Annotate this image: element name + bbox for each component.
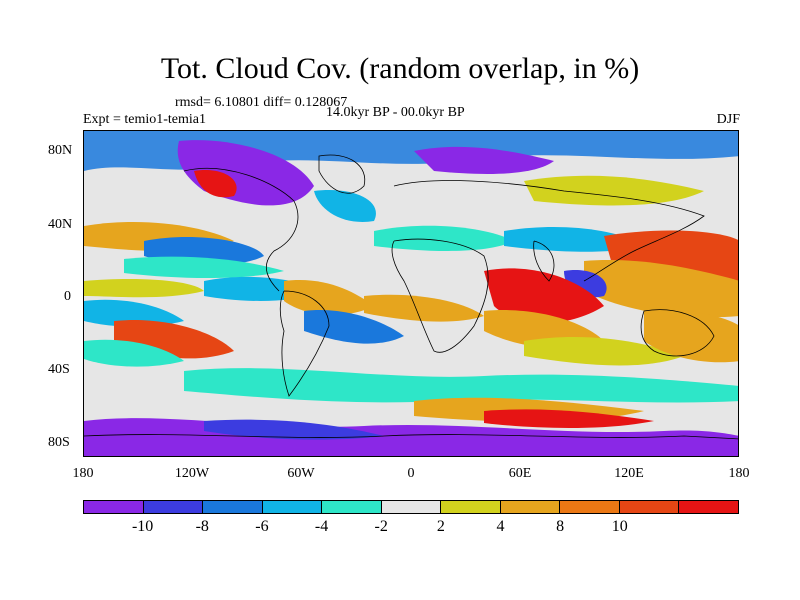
eurasia-coast (393, 180, 705, 282)
colorbar-label: -10 (131, 518, 154, 535)
coastlines (84, 154, 738, 440)
greenland-coast (318, 154, 366, 194)
experiment-label: Expt = temio1-temia1 (83, 112, 206, 127)
south-america-coast (279, 290, 330, 397)
lat-label-80n: 80N (48, 143, 73, 158)
colorbar-segment (619, 501, 680, 513)
npac-cyan (124, 256, 284, 278)
spac-blue (304, 310, 404, 344)
colorbar-label: -8 (195, 518, 209, 535)
colorbar (83, 500, 739, 514)
colorbar-segment (679, 501, 739, 513)
africa-indian-red (484, 268, 604, 323)
lon-label-120e: 120E (614, 466, 644, 481)
lat-label-80s: 80S (48, 435, 70, 450)
stats-text: rmsd= 6.10801 diff= 0.128067 (175, 95, 348, 110)
colorbar-segment (381, 501, 442, 513)
samerica-orange (284, 280, 374, 316)
so-blue-band (204, 419, 384, 440)
lon-label-120w: 120W (174, 466, 210, 481)
spac-cyan (84, 339, 184, 367)
lon-label-0: 0 (407, 466, 415, 481)
colorbar-segment (143, 501, 204, 513)
colorbar-segment (84, 501, 144, 513)
australia-coast (640, 309, 715, 357)
lat-label-40s: 40S (48, 362, 70, 377)
lon-label-180w: 180 (72, 466, 94, 481)
colorbar-segment (203, 501, 263, 513)
colorbar-label: 10 (611, 518, 628, 535)
siberia-orange (524, 175, 704, 206)
east-pac-blue (84, 299, 184, 327)
indian-subcontinent (533, 240, 555, 282)
north-america-coast (183, 167, 299, 292)
period-label: 14.0kyr BP - 00.0kyr BP (326, 105, 465, 120)
eq-yellow-band (84, 279, 204, 298)
colorbar-label: 8 (556, 518, 565, 535)
anomaly-field (84, 131, 738, 456)
atl-cyan (374, 225, 514, 251)
colorbar-label: 2 (436, 518, 445, 535)
colorbar-label: 4 (496, 518, 505, 535)
season-label: DJF (716, 112, 740, 127)
chart-title: Tot. Cloud Cov. (random overlap, in %) (160, 52, 640, 85)
australia-orange (644, 309, 738, 363)
colorbar-segment (560, 501, 620, 513)
colorbar-label: -6 (255, 518, 269, 535)
so-cyan-band (184, 368, 738, 403)
colorbar-label: -2 (374, 518, 388, 535)
lon-label-60w: 60W (287, 466, 315, 481)
lat-label-eq: 0 (64, 289, 71, 304)
lon-label-60e: 60E (508, 466, 532, 481)
north-atlantic-blue (314, 190, 376, 222)
colorbar-segment (500, 501, 561, 513)
wpac-orange (584, 260, 738, 318)
colorbar-segment (322, 501, 382, 513)
colorbar-label: -4 (314, 518, 329, 535)
colorbar-segment (262, 501, 323, 513)
arctic-purple-east (414, 146, 554, 174)
cloud-cover-map (84, 131, 738, 456)
so-red-band (484, 409, 654, 428)
greenland-red (194, 170, 237, 198)
antarctica-coast (84, 434, 738, 440)
lat-label-40n: 40N (48, 217, 73, 232)
africa-coast (391, 238, 489, 353)
map-panel (83, 130, 739, 457)
colorbar-segment (441, 501, 501, 513)
lon-label-180e: 180 (728, 466, 750, 481)
eq-atlantic-orange (364, 294, 484, 322)
south-indian-yellow (524, 336, 684, 366)
